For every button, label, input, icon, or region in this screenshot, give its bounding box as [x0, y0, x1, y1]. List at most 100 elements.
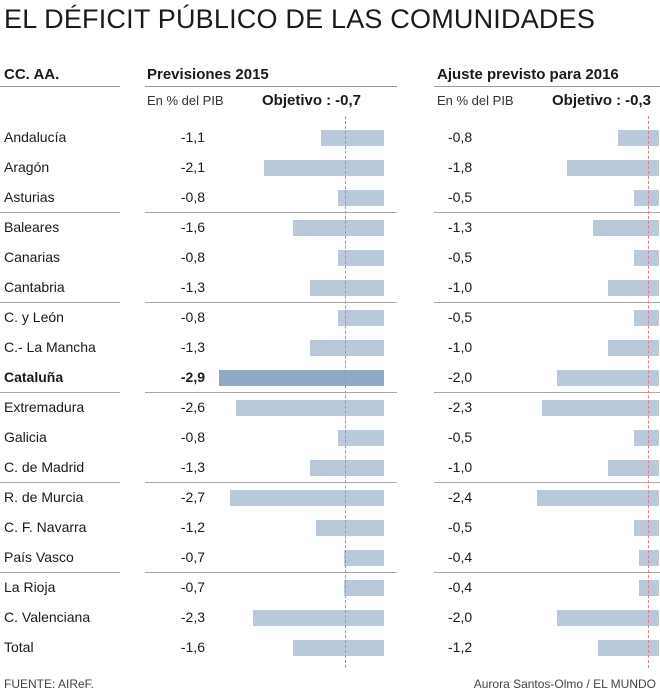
- objective-line-2015: [345, 116, 346, 668]
- value-2016-label: -0,5: [448, 189, 473, 205]
- bar-2015: [235, 400, 384, 416]
- region-column-header: CC. AA.: [4, 66, 60, 83]
- value-2015-label: -2,9: [180, 369, 205, 385]
- chart-title: EL DÉFICIT PÚBLICO DE LAS COMUNIDADES: [4, 4, 596, 34]
- value-2016-label: -2,4: [448, 489, 473, 505]
- group-separator: [145, 302, 397, 303]
- table-row: Cantabria -1,3 -1,0: [0, 273, 660, 303]
- value-2015-label: -1,3: [180, 459, 205, 475]
- value-2015-label: -0,8: [180, 429, 205, 445]
- bar-2016: [541, 400, 659, 416]
- group-separator: [145, 392, 397, 393]
- bar-2016: [592, 220, 659, 236]
- bar-2015: [252, 610, 384, 626]
- objective-2015: Objetivo : -0,7: [262, 92, 361, 109]
- group-separator: [0, 212, 120, 213]
- value-2015-label: -1,6: [180, 219, 205, 235]
- region-name: C.- La Mancha: [4, 339, 96, 355]
- objective-2016: Objetivo : -0,3: [552, 92, 651, 109]
- objective-2016-label: Objetivo :: [552, 92, 622, 109]
- value-2015-label: -0,8: [180, 309, 205, 325]
- table-row: La Rioja -0,7 -0,4: [0, 573, 660, 603]
- value-2016-label: -1,3: [448, 219, 473, 235]
- col2-title: Ajuste previsto para 2016: [437, 66, 619, 83]
- value-2015-label: -0,8: [180, 189, 205, 205]
- bar-2015: [338, 250, 384, 266]
- value-2016-label: -0,5: [448, 519, 473, 535]
- table-row: C. y León -0,8 -0,5: [0, 303, 660, 333]
- table-row: C. de Madrid -1,3 -1,0: [0, 453, 660, 483]
- value-2015-label: -1,3: [180, 279, 205, 295]
- value-2015-label: -0,7: [180, 549, 205, 565]
- region-name: Asturias: [4, 189, 55, 205]
- group-separator: [0, 482, 120, 483]
- group-separator: [434, 482, 660, 483]
- group-separator: [434, 392, 660, 393]
- table-row: Galicia -0,8 -0,5: [0, 423, 660, 453]
- header-rule-region: [0, 86, 120, 87]
- objective-line-2016: [648, 116, 649, 668]
- region-name: Cataluña: [4, 369, 64, 385]
- value-2016-label: -0,5: [448, 429, 473, 445]
- group-separator: [0, 392, 120, 393]
- region-name: Cantabria: [4, 279, 65, 295]
- region-name: C. F. Navarra: [4, 519, 87, 535]
- bar-2016: [608, 340, 659, 356]
- value-2016-label: -1,0: [448, 279, 473, 295]
- group-separator: [145, 482, 397, 483]
- value-2016-label: -0,4: [448, 549, 473, 565]
- table-row: Total -1,6 -1,2: [0, 633, 660, 663]
- table-row: Extremadura -2,6 -2,3: [0, 393, 660, 423]
- bar-2015: [344, 580, 384, 596]
- bar-2015: [338, 190, 384, 206]
- col1-title: Previsiones 2015: [147, 66, 269, 83]
- value-2015-label: -2,3: [180, 609, 205, 625]
- bar-2015: [218, 370, 384, 386]
- credit-note: Aurora Santos-Olmo / EL MUNDO: [473, 677, 656, 691]
- group-separator: [145, 212, 397, 213]
- value-2015-label: -0,8: [180, 249, 205, 265]
- table-row: Cataluña -2,9 -2,0: [0, 363, 660, 393]
- group-separator: [434, 572, 660, 573]
- value-2015-label: -0,7: [180, 579, 205, 595]
- source-note: FUENTE: AIReF.: [4, 677, 95, 691]
- bar-2015: [292, 220, 384, 236]
- bar-2015: [338, 430, 384, 446]
- bar-2015: [338, 310, 384, 326]
- group-separator: [434, 212, 660, 213]
- region-name: Andalucía: [4, 129, 67, 145]
- objective-2016-value: -0,3: [625, 92, 652, 109]
- value-2016-label: -0,8: [448, 129, 473, 145]
- value-2015-label: -1,6: [180, 639, 205, 655]
- header-rule-col2: [434, 86, 660, 87]
- bar-2016: [633, 430, 659, 446]
- value-2016-label: -2,0: [448, 369, 473, 385]
- value-2015-label: -1,3: [180, 339, 205, 355]
- region-name: R. de Murcia: [4, 489, 84, 505]
- value-2016-label: -0,5: [448, 309, 473, 325]
- value-2016-label: -1,8: [448, 159, 473, 175]
- region-name: La Rioja: [4, 579, 56, 595]
- region-name: C. Valenciana: [4, 609, 91, 625]
- value-2016-label: -1,0: [448, 459, 473, 475]
- region-name: Canarias: [4, 249, 61, 265]
- header-rule-col1: [145, 86, 397, 87]
- table-row: R. de Murcia -2,7 -2,4: [0, 483, 660, 513]
- bar-2016: [536, 490, 659, 506]
- bar-2015: [344, 550, 384, 566]
- bar-2015: [309, 280, 384, 296]
- table-row: Baleares -1,6 -1,3: [0, 213, 660, 243]
- table-row: Asturias -0,8 -0,5: [0, 183, 660, 213]
- bar-2015: [230, 490, 384, 506]
- value-2016-label: -1,0: [448, 339, 473, 355]
- bar-2016: [597, 640, 659, 656]
- bar-2016: [633, 190, 659, 206]
- group-separator: [434, 302, 660, 303]
- value-2016-label: -0,4: [448, 579, 473, 595]
- objective-2015-value: -0,7: [335, 92, 362, 109]
- region-name: Total: [4, 639, 34, 655]
- value-2016-label: -1,2: [448, 639, 473, 655]
- bar-2015: [264, 160, 384, 176]
- bar-2016: [633, 520, 659, 536]
- bar-2015: [309, 460, 384, 476]
